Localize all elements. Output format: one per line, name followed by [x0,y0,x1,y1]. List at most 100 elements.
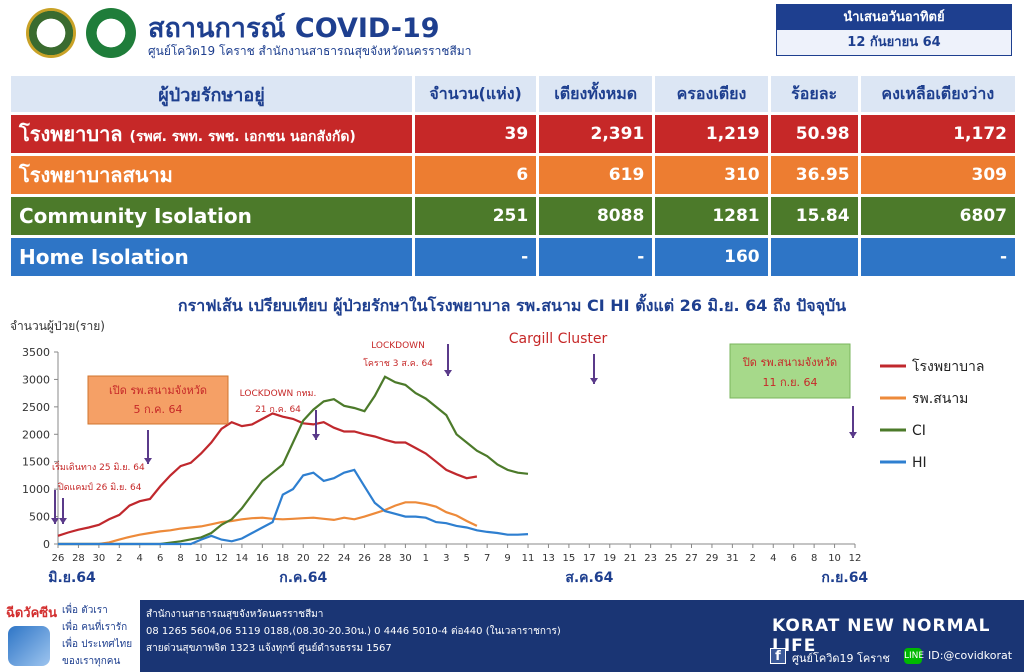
contact-info: สำนักงานสาธารณสุขจังหวัดนครราชสีมา 08 12… [146,606,561,657]
series-line-1 [58,501,478,546]
series-line-3 [58,468,529,546]
x-tick-label: 17 [583,553,596,564]
x-tick-label: 4 [770,553,776,564]
legend-label: รพ.สนาม [912,391,968,407]
annotation-arrow-head [51,518,59,524]
table-cell: 1,172 [860,115,1015,153]
x-tick-label: 2 [750,553,756,564]
vaccine-line: เพื่อ คนที่เรารัก [62,622,128,633]
x-tick-label: 18 [276,553,289,564]
y-tick-label: 0 [43,538,50,551]
vaccine-box: ฉีดวัคซีน เพื่อ ตัวเรา เพื่อ คนที่เรารัก… [0,600,140,672]
table-row: Community Isolation 251 8088 1281 15.84 … [11,197,1015,235]
x-tick-label: 19 [603,553,616,564]
table-header-row: ผู้ป่วยรักษาอยู่ จำนวน(แห่ง) เตียงทั้งหม… [11,76,1015,112]
row-label: โรงพยาบาล (รพศ. รพท. รพช. เอกชน นอกสังกั… [11,115,412,153]
x-tick-label: 28 [379,553,392,564]
annotation-arrow-head [312,434,320,440]
table-cell: 310 [655,156,768,194]
x-tick-label: 28 [72,553,85,564]
y-tick-label: 500 [29,511,50,524]
x-tick-label: 16 [256,553,269,564]
legend-label: โรงพยาบาล [912,358,985,375]
x-tick-label: 4 [137,553,143,564]
x-tick-label: 20 [297,553,310,564]
row-label: Community Isolation [11,197,412,235]
y-tick-label: 2000 [22,428,50,441]
x-tick-label: 23 [644,553,657,564]
x-month-label: ก.ย.64 [821,570,868,586]
x-tick-label: 7 [484,553,490,564]
series-line-2 [58,375,529,546]
series-line-0 [57,412,478,537]
annotation-arrow-head [144,458,152,464]
x-tick-label: 8 [177,553,183,564]
table-cell: 251 [414,197,537,235]
table-row: โรงพยาบาลสนาม 6 619 310 36.95 309 [11,156,1015,194]
province-seal-icon [26,8,76,58]
facebook-link[interactable]: ศูนย์โควิด19 โคราช [792,652,890,665]
annotation-arrow-head [444,370,452,376]
x-tick-label: 2 [116,553,122,564]
annotation-text: โคราช 3 ส.ค. 64 [363,358,433,369]
vaccine-line: เพื่อ ประเทศไทย [62,639,133,650]
annotation-text: เริ่มเดินทาง 25 มิ.ย. 64 [52,460,145,473]
table-cell: 6 [414,156,537,194]
x-tick-label: 11 [522,553,535,564]
table-cell: 6807 [860,197,1015,235]
vaccine-line: เพื่อ ตัวเรา [62,605,108,616]
annotation-box [87,375,229,425]
table-header: คงเหลือเตียงว่าง [860,76,1015,112]
vaccine-line: ของเราทุกคน [62,656,121,667]
annotation-box [729,343,851,399]
table-row: โรงพยาบาล (รพศ. รพท. รพช. เอกชน นอกสังกั… [11,115,1015,153]
table-cell: 2,391 [539,115,653,153]
ministry-of-health-logo-icon [86,8,136,58]
x-tick-label: 30 [93,553,106,564]
x-tick-label: 15 [563,553,576,564]
table-cell: 1,219 [655,115,768,153]
row-label-note: (รพศ. รพท. รพช. เอกชน นอกสังกัด) [129,129,356,145]
y-tick-label: 2500 [22,401,50,414]
x-tick-label: 31 [726,553,739,564]
table-cell: - [539,238,653,276]
phone-numbers: 08 1265 5604,06 5119 0188,(08.30-20.30น.… [146,626,561,637]
table-cell: 8088 [539,197,653,235]
x-tick-label: 10 [828,553,841,564]
x-tick-label: 22 [317,553,330,564]
table-cell: 15.84 [770,197,858,235]
annotation-text: Cargill Cluster [509,331,608,347]
line-id-link[interactable]: ID:@covidkorat [928,649,1013,662]
x-tick-label: 9 [504,553,510,564]
x-tick-label: 6 [157,553,163,564]
x-tick-label: 12 [849,553,862,564]
annotation-text: 11 ก.ย. 64 [762,376,817,389]
row-label-text: Home Isolation [19,245,189,269]
row-label-text: โรงพยาบาลสนาม [19,163,173,187]
table-header: ครองเตียง [655,76,768,112]
table-cell: - [414,238,537,276]
x-tick-label: 10 [195,553,208,564]
table-cell: 39 [414,115,537,153]
page-subtitle: ศูนย์โควิด19 โคราช สำนักงานสาธารณสุขจังห… [148,44,472,58]
x-tick-label: 13 [542,553,555,564]
bed-status-table: ผู้ป่วยรักษาอยู่ จำนวน(แห่ง) เตียงทั้งหม… [8,73,1018,279]
x-tick-label: 24 [338,553,351,564]
table-cell: 160 [655,238,768,276]
table-cell: 50.98 [770,115,858,153]
y-axis-label: จำนวนผู้ป่วย(ราย) [10,319,105,334]
x-month-label: มิ.ย.64 [48,570,96,586]
legend-label: HI [912,455,927,471]
y-tick-label: 3500 [22,346,50,359]
annotation-text: ปิดแคมป์ 26 มิ.ย. 64 [58,481,142,493]
chart-title: กราฟเส้น เปรียบเทียบ ผู้ป่วยรักษาในโรงพย… [177,296,847,315]
annotation-text: ปิด รพ.สนามจังหวัด [742,356,837,369]
table-cell: 309 [860,156,1015,194]
x-month-label: ส.ค.64 [565,570,613,586]
table-cell: 1281 [655,197,768,235]
x-tick-label: 6 [791,553,797,564]
annotation-text: 5 ก.ค. 64 [133,403,182,416]
y-tick-label: 1500 [22,456,50,469]
vaccine-syringe-icon [8,626,50,666]
page-title: สถานการณ์ COVID-19 [148,13,440,44]
